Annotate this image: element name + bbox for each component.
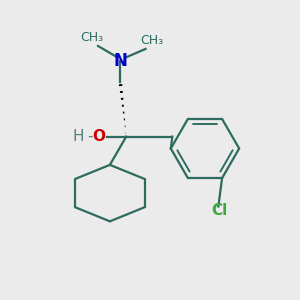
- Text: -: -: [87, 129, 93, 144]
- Text: N: N: [113, 52, 127, 70]
- Text: O: O: [92, 129, 105, 144]
- Text: CH₃: CH₃: [140, 34, 163, 46]
- Text: CH₃: CH₃: [80, 31, 103, 44]
- Text: Cl: Cl: [212, 203, 228, 218]
- Text: H: H: [73, 129, 84, 144]
